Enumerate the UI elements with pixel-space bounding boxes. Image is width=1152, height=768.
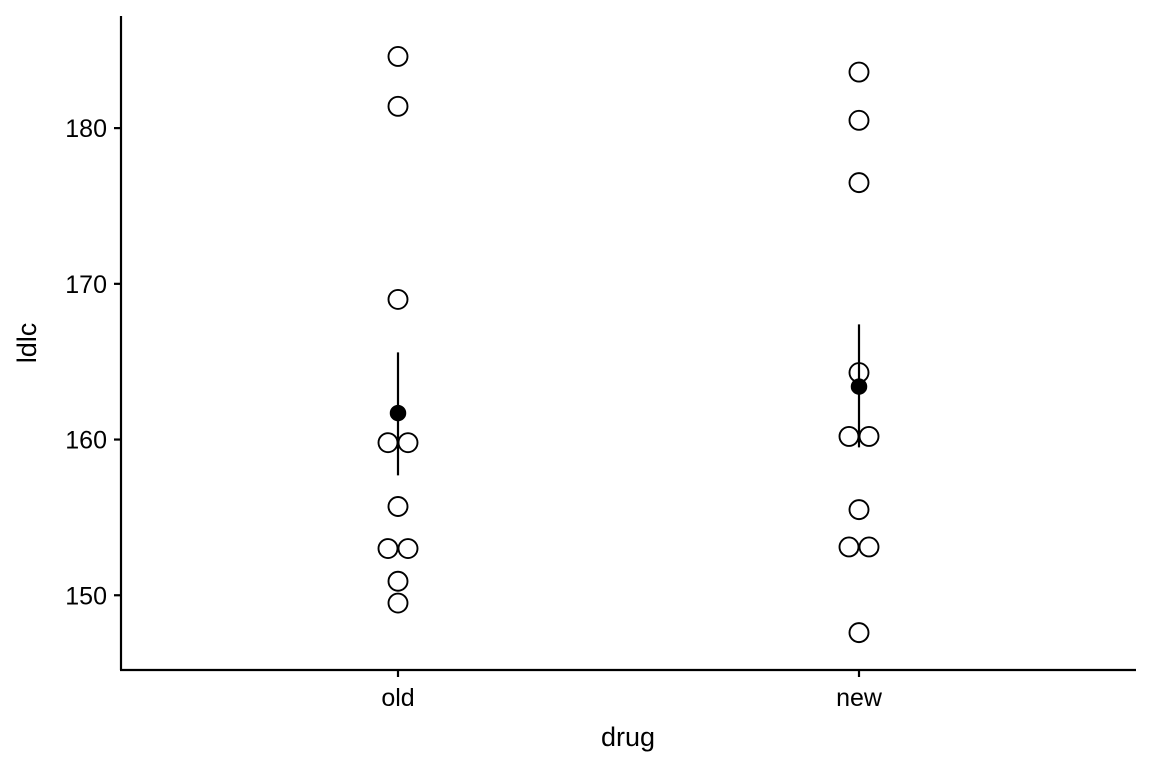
y-tick-label: 160 bbox=[65, 427, 107, 455]
data-point bbox=[838, 536, 860, 558]
data-point bbox=[848, 109, 870, 131]
plot-area bbox=[377, 46, 880, 644]
axes bbox=[119, 16, 1136, 672]
data-point bbox=[387, 570, 409, 592]
data-point bbox=[858, 425, 880, 447]
ticks: 150 160 170 180 old new bbox=[65, 115, 883, 712]
data-point bbox=[848, 622, 870, 644]
data-point bbox=[848, 61, 870, 83]
data-point bbox=[387, 288, 409, 310]
x-axis-title: drug bbox=[601, 722, 655, 752]
data-point bbox=[397, 538, 419, 559]
y-axis-title: ldlc bbox=[12, 323, 42, 364]
data-point bbox=[848, 172, 870, 194]
data-point bbox=[377, 432, 399, 454]
y-tick-label: 150 bbox=[65, 582, 107, 610]
y-tick-label: 170 bbox=[65, 271, 107, 299]
data-point bbox=[387, 46, 409, 67]
y-tick-label: 180 bbox=[65, 115, 107, 143]
data-point bbox=[377, 538, 399, 559]
data-point bbox=[387, 496, 409, 517]
mean-point bbox=[850, 378, 868, 395]
data-point bbox=[387, 592, 409, 614]
data-point bbox=[848, 499, 870, 521]
x-tick-label: new bbox=[836, 684, 883, 712]
data-point bbox=[387, 95, 409, 117]
x-tick-label: old bbox=[381, 684, 414, 712]
data-point bbox=[397, 432, 419, 454]
data-point bbox=[858, 536, 880, 558]
data-point bbox=[838, 425, 860, 447]
mean-point bbox=[389, 404, 407, 422]
